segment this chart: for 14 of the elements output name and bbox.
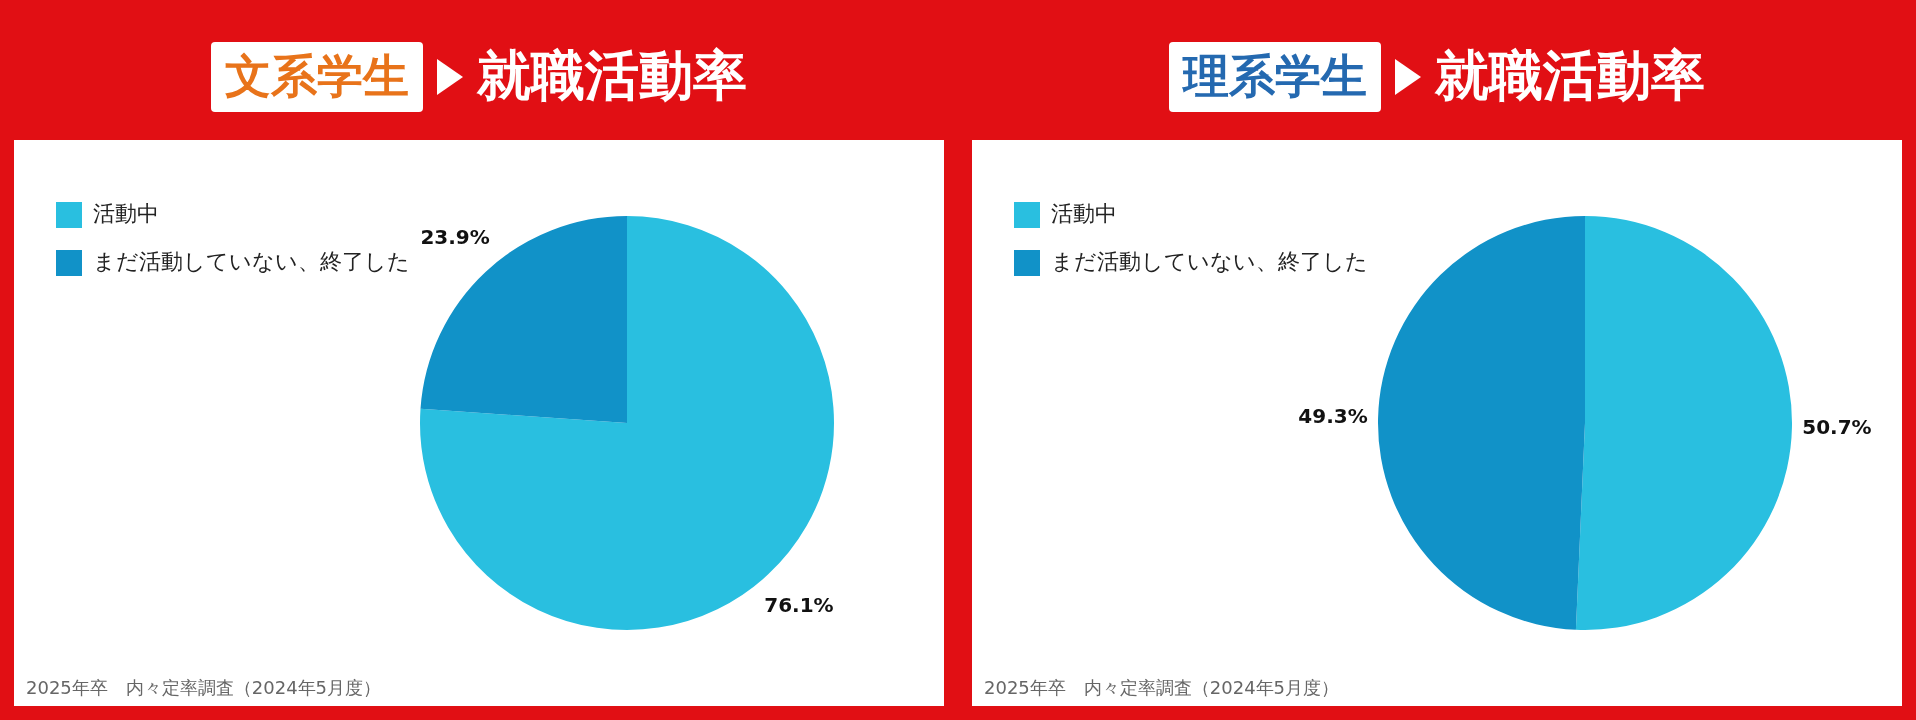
data-label: 23.9% [420, 224, 490, 249]
chart-subtitle: 文系学生 [211, 41, 423, 112]
chart-title: 就職活動率 [477, 43, 747, 109]
chart-title: 就職活動率 [1435, 43, 1705, 109]
text: 2025年卒 内々定率調査（2024年5月度） [984, 676, 1340, 700]
text: 2025年卒 内々定率調査（2024年5月度） [26, 676, 382, 700]
chart-subtitle: 理系学生 [1169, 41, 1381, 112]
data-label: 50.7% [1802, 414, 1872, 439]
data-label: 49.3% [1298, 403, 1368, 428]
legend-label: 活動中 [93, 200, 159, 226]
legend-label: まだ活動していない、終了した [1051, 248, 1368, 274]
legend-label: 活動中 [1051, 200, 1117, 226]
legend-label: まだ活動していない、終了した [93, 248, 410, 274]
data-label: 76.1% [764, 593, 834, 618]
